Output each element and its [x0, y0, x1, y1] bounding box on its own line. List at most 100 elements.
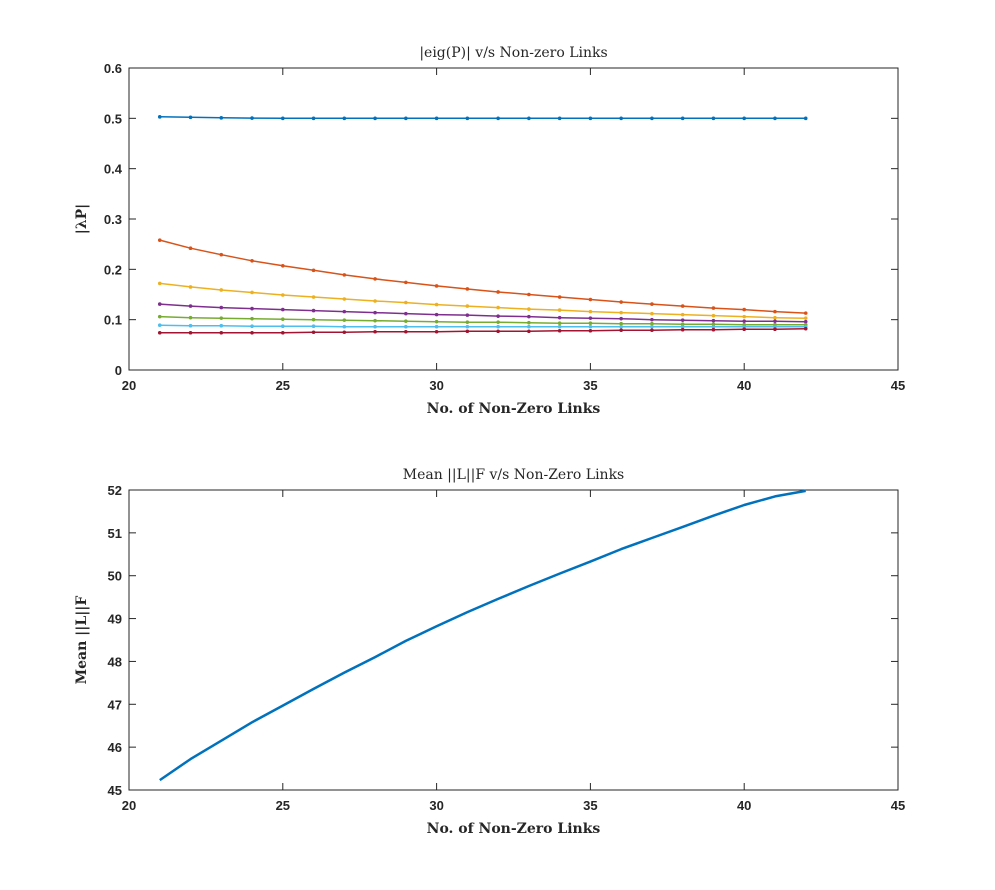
- data-point: [311, 317, 316, 322]
- data-point: [496, 290, 500, 294]
- data-point: [619, 316, 623, 321]
- y-tick-label: 50: [108, 569, 122, 584]
- data-point: [404, 319, 408, 323]
- data-point: [742, 116, 746, 121]
- data-point: [157, 281, 162, 286]
- data-point: [496, 324, 500, 329]
- data-point: [711, 306, 716, 310]
- data-point: [680, 322, 685, 326]
- data-point: [250, 258, 254, 263]
- data-point: [527, 314, 531, 319]
- x-tick-label: 30: [429, 798, 443, 813]
- data-point: [434, 312, 439, 317]
- data-point: [650, 324, 654, 329]
- data-point: [188, 246, 193, 250]
- data-point: [680, 312, 685, 317]
- data-point: [803, 311, 808, 315]
- data-point: [342, 330, 347, 335]
- data-point: [373, 310, 377, 315]
- series-line: [159, 282, 806, 319]
- data-point: [803, 316, 808, 320]
- series-line: [159, 116, 806, 120]
- data-point: [157, 115, 162, 119]
- data-point: [250, 116, 254, 120]
- data-point: [373, 324, 377, 329]
- y-ticks: 0 0.1 0.2 0.3 0.4 0.5 0.6: [104, 61, 898, 378]
- data-point: [619, 116, 623, 121]
- data-point: [773, 324, 777, 329]
- series-line: [159, 303, 806, 323]
- data-point: [588, 328, 593, 333]
- data-point: [219, 323, 224, 328]
- data-point: [680, 318, 685, 322]
- data-point: [434, 302, 439, 307]
- x-tick-label: 20: [122, 378, 136, 393]
- series-line: [159, 315, 806, 326]
- data-point: [527, 324, 531, 329]
- data-point: [281, 330, 285, 335]
- data-point: [250, 330, 254, 335]
- data-point: [465, 329, 470, 334]
- y-tick-label: 0.6: [104, 61, 122, 76]
- data-point: [588, 297, 593, 302]
- data-point: [281, 324, 285, 329]
- data-point: [803, 326, 808, 331]
- data-point: [557, 295, 562, 299]
- data-point: [219, 316, 224, 320]
- x-tick-label: 45: [891, 798, 905, 813]
- x-ticks: 20 25 30 35 40 45: [122, 490, 905, 813]
- x-tick-label: 40: [737, 798, 751, 813]
- data-point: [434, 324, 439, 329]
- y-tick-label: 48: [108, 654, 122, 669]
- data-point: [773, 315, 777, 320]
- data-point: [281, 307, 285, 312]
- data-point: [434, 116, 439, 121]
- data-point: [527, 320, 531, 325]
- y-tick-label: 0.3: [104, 212, 122, 227]
- data-point: [465, 324, 470, 329]
- eigenvalue-subplot: 20 25 30 35 40 45 0 0.1 0.2 0.3 0.4 0.5 0.6 |eig(P)…: [74, 45, 905, 417]
- data-point: [281, 116, 285, 121]
- data-point: [650, 328, 654, 333]
- data-point: [434, 329, 439, 334]
- data-point: [219, 330, 224, 335]
- data-point: [619, 310, 623, 315]
- data-point: [404, 300, 408, 305]
- data-point: [157, 238, 162, 242]
- x-tick-label: 45: [891, 378, 905, 393]
- x-tick-label: 40: [737, 378, 751, 393]
- data-point: [773, 327, 777, 332]
- y-tick-label: 0.5: [104, 111, 122, 126]
- data-point: [188, 115, 193, 120]
- data-point: [619, 324, 623, 329]
- x-tick-label: 25: [276, 798, 290, 813]
- data-point: [711, 313, 716, 318]
- data-point: [711, 324, 716, 329]
- data-point: [157, 330, 162, 335]
- data-point: [557, 321, 562, 325]
- data-point: [527, 329, 531, 334]
- data-point: [465, 287, 470, 291]
- data-point: [742, 327, 746, 332]
- data-point: [219, 252, 224, 257]
- data-point: [527, 307, 531, 311]
- y-axis-label: Mean ||L||F: [74, 596, 90, 685]
- series-group: [157, 115, 808, 335]
- data-point: [742, 319, 746, 323]
- data-point: [404, 116, 408, 121]
- data-point: [373, 318, 377, 323]
- data-point: [773, 309, 777, 314]
- data-point: [404, 280, 408, 285]
- data-point: [342, 309, 347, 314]
- data-point: [742, 307, 746, 312]
- data-point: [557, 328, 562, 333]
- data-point: [496, 314, 500, 318]
- data-point: [311, 324, 316, 329]
- data-point: [434, 319, 439, 324]
- series-line: [159, 324, 806, 328]
- data-point: [311, 268, 316, 273]
- series-line: [159, 239, 806, 314]
- data-point: [557, 315, 562, 320]
- data-point: [650, 311, 654, 316]
